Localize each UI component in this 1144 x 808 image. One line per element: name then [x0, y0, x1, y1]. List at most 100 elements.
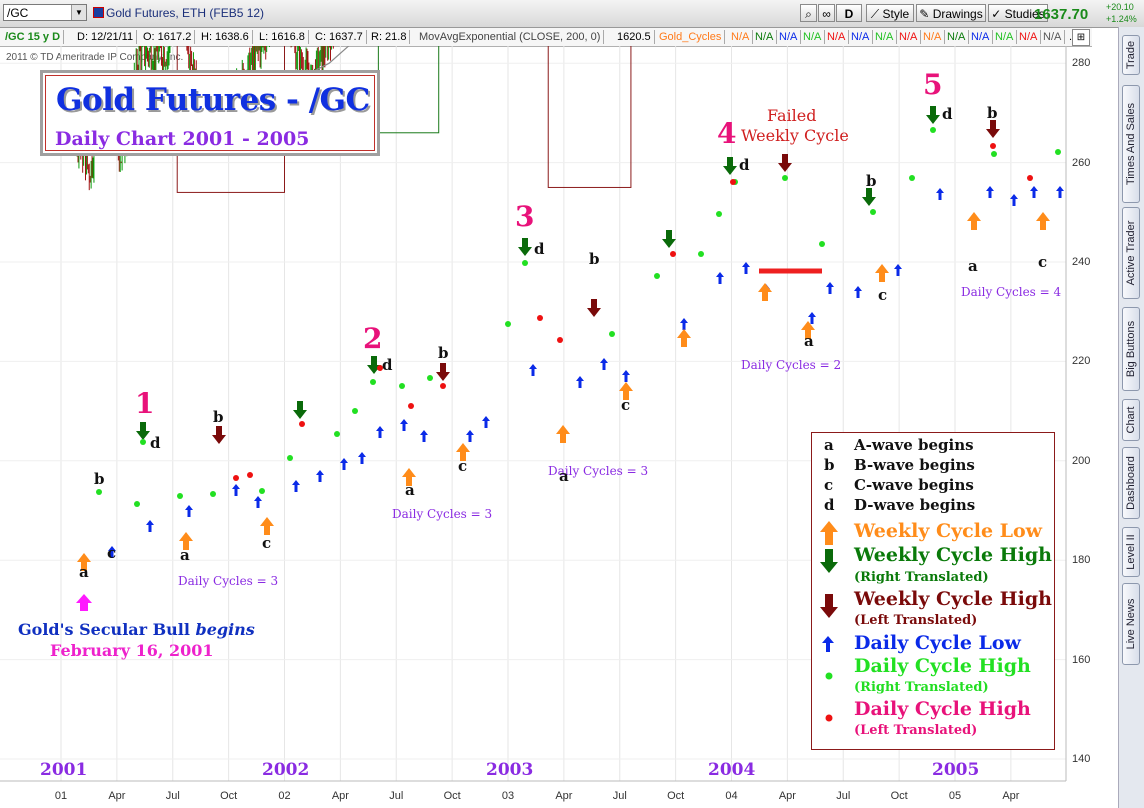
chart-title: Gold Futures - /GC: [56, 82, 370, 118]
daily-cycle-high-marker: [427, 375, 433, 381]
drawings-label: Drawings: [932, 7, 983, 21]
side-tab-label: Big Buttons: [1125, 320, 1137, 378]
legend-letter-a: a: [824, 436, 834, 454]
bar-range: R: 21.8: [368, 30, 411, 44]
daily-cycle-high-marker: [370, 379, 376, 385]
year-label: 2002: [262, 760, 310, 780]
side-tab[interactable]: Times And Sales: [1122, 85, 1140, 203]
up-arrow-icon: [822, 636, 834, 652]
wave-letter: c: [1038, 253, 1048, 271]
wave-letter: b: [987, 104, 998, 122]
cycles-study-label[interactable]: Gold_Cycles: [656, 30, 726, 44]
daily-cycle-high-marker: [352, 408, 358, 414]
daily-cycle-low-marker: [466, 430, 474, 442]
zoom-icon[interactable]: ⌕: [800, 4, 817, 22]
daily-cycle-low-marker: [1010, 194, 1018, 206]
link-icon[interactable]: ∞: [818, 4, 835, 22]
drawings-button[interactable]: ✎ Drawings: [916, 4, 986, 22]
side-tab[interactable]: Trade: [1122, 35, 1140, 75]
wave-letter: b: [438, 344, 449, 362]
aggregation-button[interactable]: D: [836, 4, 862, 22]
x-tick-label: Oct: [443, 790, 461, 802]
na-value: N/A: [896, 30, 922, 44]
bar-high: H: 1638.6: [198, 30, 253, 44]
daily-cycle-high-marker: [609, 331, 615, 337]
side-tab[interactable]: Live News: [1122, 583, 1140, 665]
side-tab[interactable]: Level II: [1122, 527, 1140, 577]
symbol-input[interactable]: /GC ▼: [3, 4, 87, 21]
legend-b-wave: B-wave begins: [854, 456, 975, 474]
wave-letter: a: [968, 257, 978, 275]
x-tick-label: 02: [278, 790, 291, 802]
symbol-value: /GC: [7, 6, 29, 20]
wave-letter: d: [739, 156, 750, 174]
studies-button[interactable]: ✓ Studies: [988, 4, 1048, 22]
daily-cycle-high-marker: [377, 365, 383, 371]
side-tab[interactable]: Big Buttons: [1122, 307, 1140, 391]
wave-letter: a: [180, 546, 190, 564]
wave-letter: d: [150, 434, 161, 452]
wave-number: 4: [717, 117, 737, 150]
daily-cycle-low-marker: [254, 496, 262, 508]
wave-number: 1: [135, 387, 155, 420]
legend-d-wave: D-wave begins: [854, 496, 976, 514]
x-tick-label: 01: [54, 790, 68, 802]
daily-cycle-low-marker: [482, 416, 490, 428]
chart-settings-icon[interactable]: ⊞: [1072, 29, 1090, 46]
chart-setting[interactable]: /GC 15 y D: [2, 30, 65, 44]
daily-cycle-low-marker: [826, 282, 834, 294]
daily-cycles-label: Daily Cycles = 3: [392, 507, 493, 521]
daily-cycle-high-marker: [287, 455, 293, 461]
weekly-cycle-high-marker: [436, 363, 450, 381]
legend-daily-high-right: Daily Cycle High: [854, 655, 1031, 677]
weekly-cycle-high-marker: [136, 422, 150, 440]
daily-cycle-high-marker: [930, 127, 936, 133]
legend-weekly-high-left: Weekly Cycle High: [854, 588, 1052, 610]
na-value: N/A: [776, 30, 802, 44]
y-tick-label: 180: [1072, 554, 1091, 567]
style-button[interactable]: ⟋ Style: [866, 4, 914, 22]
y-tick-label: 240: [1072, 256, 1091, 268]
weekly-cycle-high-marker: [778, 154, 792, 172]
studies-icon: ✓: [991, 7, 1005, 21]
weekly-cycle-high-marker: [862, 188, 876, 206]
daily-cycle-high-marker: [408, 403, 414, 409]
wave-letter: b: [589, 250, 600, 268]
y-tick-label: 160: [1072, 653, 1091, 666]
chart-toolbar: /GC ▼ Gold Futures, ETH (FEB5 12) ⌕ ∞ D ⟋…: [0, 0, 1144, 28]
wave-letter: c: [878, 286, 888, 304]
weekly-cycle-high-marker: [926, 106, 940, 124]
daily-cycle-high-marker: [210, 491, 216, 497]
x-tick-label: Apr: [555, 790, 573, 802]
x-tick-label: Oct: [667, 790, 685, 802]
daily-cycle-high-marker: [782, 175, 788, 181]
chevron-down-icon[interactable]: ▼: [71, 5, 86, 20]
legend-left-translated: (Left Translated): [854, 723, 978, 738]
daily-cycle-high-marker: [870, 209, 876, 215]
daily-cycle-low-marker: [108, 546, 116, 558]
side-tab-label: Level II: [1125, 534, 1137, 570]
x-tick-label: 03: [501, 790, 515, 802]
side-tab[interactable]: Dashboard: [1122, 447, 1140, 519]
weekly-cycle-low-marker: [179, 532, 193, 550]
wave-letter: b: [866, 172, 877, 190]
daily-cycle-low-marker: [1056, 186, 1064, 198]
daily-cycle-high-marker: [909, 175, 915, 181]
x-tick-label: 05: [948, 790, 962, 802]
study-label[interactable]: MovAvgExponential (CLOSE, 200, 0): [416, 30, 605, 44]
daily-cycle-low-marker: [146, 520, 154, 532]
na-value: N/A: [944, 30, 970, 44]
side-tab[interactable]: Chart: [1122, 399, 1140, 441]
daily-cycle-low-marker: [622, 370, 630, 382]
weekly-cycle-low-marker: [758, 283, 772, 301]
daily-cycle-low-marker: [376, 426, 384, 438]
side-tab[interactable]: Active Trader: [1122, 207, 1140, 299]
daily-cycle-high-marker: [247, 472, 253, 478]
cycle-box: [377, 46, 440, 134]
copyright: 2011 © TD Ameritrade IP Company, Inc.: [6, 52, 184, 63]
down-arrow-icon: [820, 594, 838, 618]
bar-close: C: 1637.7: [312, 30, 367, 44]
daily-cycle-high-marker: [96, 489, 102, 495]
bull-annotation-date: February 16, 2001: [50, 641, 214, 660]
daily-cycle-low-marker: [600, 358, 608, 370]
